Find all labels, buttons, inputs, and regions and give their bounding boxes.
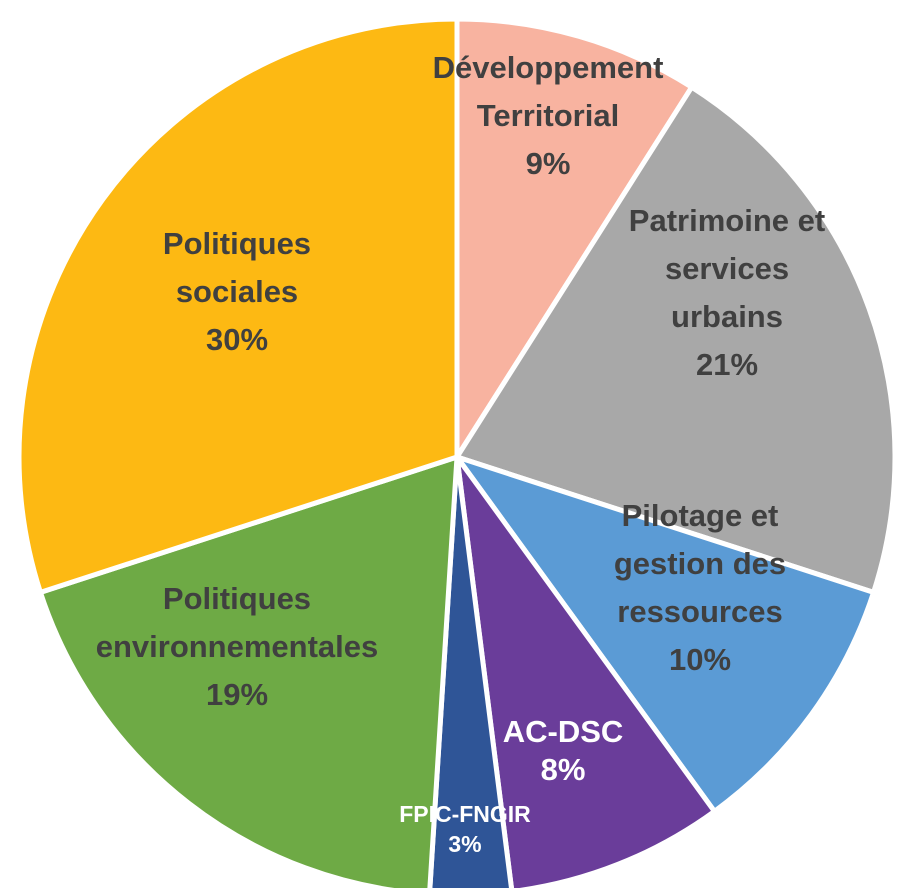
slice-label-fpic-fngir: FPIC-FNGIR 3%	[399, 801, 531, 857]
pie-slices	[16, 16, 897, 888]
slice-name-label: Développement	[433, 50, 664, 85]
slice-label-politiques-sociales: Politiques sociales 30%	[163, 226, 311, 357]
slice-label-patrimoine-et-services-urbains: Patrimoine et services urbains 21%	[629, 203, 825, 382]
slice-percent-label: 21%	[696, 347, 758, 382]
slice-name-label: sociales	[176, 274, 298, 309]
slice-percent-label: 10%	[669, 642, 731, 677]
slice-name-label: Pilotage et	[622, 498, 779, 533]
slice-name-label: Territorial	[477, 98, 619, 133]
slice-percent-label: 3%	[448, 831, 481, 857]
slice-name-label: environnementales	[96, 629, 379, 664]
slice-name-label: AC-DSC	[503, 714, 624, 749]
pie-slice-pilotage-et-gestion-des-ressources	[454, 454, 877, 814]
slice-label-politiques-environnementales: Politiques environnementales 19%	[96, 581, 379, 712]
slice-name-label: ressources	[617, 594, 782, 629]
slice-percent-label: 30%	[206, 322, 268, 357]
slice-name-label: services	[665, 251, 789, 286]
slice-name-label: urbains	[671, 299, 783, 334]
slice-name-label: Politiques	[163, 581, 311, 616]
slice-percent-label: 9%	[526, 146, 571, 181]
pie-labels: Développement Territorial 9% Patrimoine et s…	[96, 50, 825, 857]
slice-percent-label: 8%	[541, 752, 586, 787]
pie-slice-politiques-sociales	[16, 16, 460, 595]
slice-name-label: FPIC-FNGIR	[399, 801, 531, 827]
slice-name-label: Politiques	[163, 226, 311, 261]
slice-name-label: gestion des	[614, 546, 786, 581]
pie-slice-ac-dsc	[454, 454, 717, 888]
slice-label-developpement-territorial: Développement Territorial 9%	[433, 50, 664, 181]
pie-slice-developpement-territorial	[454, 16, 695, 460]
pie-slice-patrimoine-et-services-urbains	[454, 84, 897, 595]
slice-percent-label: 19%	[206, 677, 268, 712]
slice-name-label: Patrimoine et	[629, 203, 825, 238]
pie-slice-politiques-environnementales	[37, 454, 460, 888]
slice-label-pilotage-et-gestion-des-ressources: Pilotage et gestion des ressources 10%	[614, 498, 786, 677]
